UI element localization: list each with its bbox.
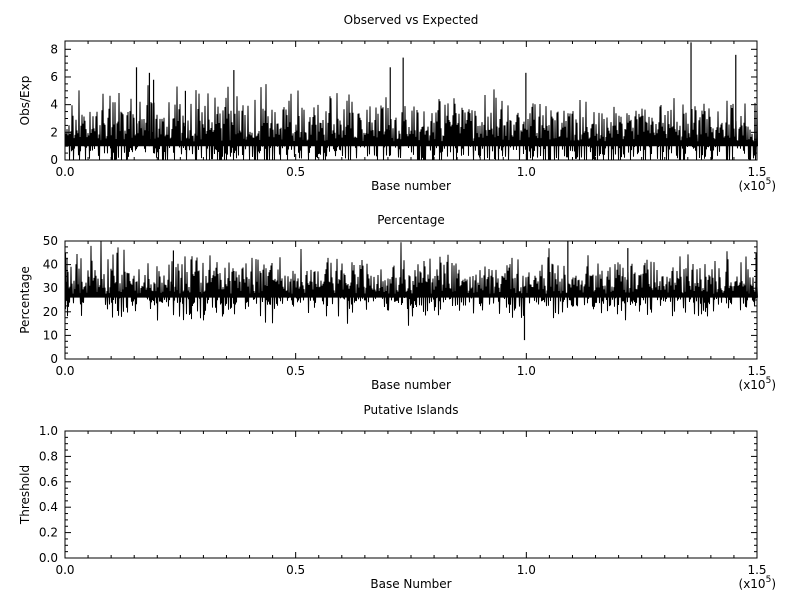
x-tick-label: 1.0 <box>517 364 536 378</box>
x-multiplier-base: (x10 <box>739 378 766 392</box>
y-tick-label: 0 <box>50 153 58 167</box>
data-series-line <box>64 240 758 326</box>
panel-1: Observed vs Expected 0.0 0.5 1.0 1.5 0 2 4 6 8 Bas… <box>18 13 776 193</box>
y-tick-label: 2 <box>50 125 58 139</box>
x-tick-label: 0.0 <box>55 165 74 179</box>
y-tick-label: 1.0 <box>39 424 58 438</box>
x-tick-label: 1.5 <box>747 165 766 179</box>
x-multiplier-close: ) <box>771 378 776 392</box>
x-multiplier-label: (x105) <box>739 376 776 392</box>
x-multiplier-exponent: 5 <box>766 376 772 386</box>
x-axis-label: Base Number <box>370 577 451 591</box>
x-tick-label: 1.5 <box>747 364 766 378</box>
y-axis-label: Percentage <box>18 266 32 334</box>
y-tick-label: 0.0 <box>39 551 58 565</box>
y-axis-label: Threshold <box>18 465 32 525</box>
x-multiplier-exponent: 5 <box>766 575 772 585</box>
x-tick-label: 1.0 <box>517 165 536 179</box>
x-multiplier-exponent: 5 <box>766 177 772 187</box>
y-tick-label: 50 <box>43 234 58 248</box>
panel-title: Observed vs Expected <box>344 13 479 27</box>
y-tick-label: 0.2 <box>39 526 58 540</box>
x-tick-label: 1.0 <box>517 563 536 577</box>
x-multiplier-base: (x10 <box>739 179 766 193</box>
panel-title: Putative Islands <box>364 403 459 417</box>
x-tick-label: 0.5 <box>286 165 305 179</box>
y-tick-label: 0 <box>50 352 58 366</box>
panel-2: Percentage 0.0 0.5 1.0 1.5 0 10 20 30 40 50 Base nu… <box>18 213 776 392</box>
y-tick-label: 30 <box>43 281 58 295</box>
panel-title: Percentage <box>377 213 445 227</box>
x-multiplier-close: ) <box>771 179 776 193</box>
data-series-line <box>64 84 758 161</box>
y-tick-label: 8 <box>50 42 58 56</box>
y-tick-label: 4 <box>50 98 58 112</box>
y-tick-label: 0.8 <box>39 449 58 463</box>
x-tick-label: 0.0 <box>55 563 74 577</box>
y-tick-label: 6 <box>50 70 58 84</box>
x-tick-label: 0.5 <box>286 563 305 577</box>
x-tick-label: 1.5 <box>747 563 766 577</box>
y-tick-label: 0.4 <box>39 500 58 514</box>
y-tick-label: 0.6 <box>39 475 58 489</box>
x-tick-label: 0.5 <box>286 364 305 378</box>
panel-3: Putative Islands 0.0 0.5 1.0 1.5 0.0 0.2 0.4 0.6… <box>18 403 776 591</box>
x-axis-label: Base number <box>371 378 451 392</box>
x-tick-label: 0.0 <box>55 364 74 378</box>
x-multiplier-label: (x105) <box>739 177 776 193</box>
y-tick-label: 20 <box>43 305 58 319</box>
x-multiplier-base: (x10 <box>739 577 766 591</box>
y-tick-label: 40 <box>43 258 58 272</box>
x-axis-label: Base number <box>371 179 451 193</box>
x-multiplier-close: ) <box>771 577 776 591</box>
y-tick-label: 10 <box>43 328 58 342</box>
plot-frame <box>64 430 758 559</box>
x-multiplier-label: (x105) <box>739 575 776 591</box>
y-axis-label: Obs/Exp <box>18 76 32 126</box>
